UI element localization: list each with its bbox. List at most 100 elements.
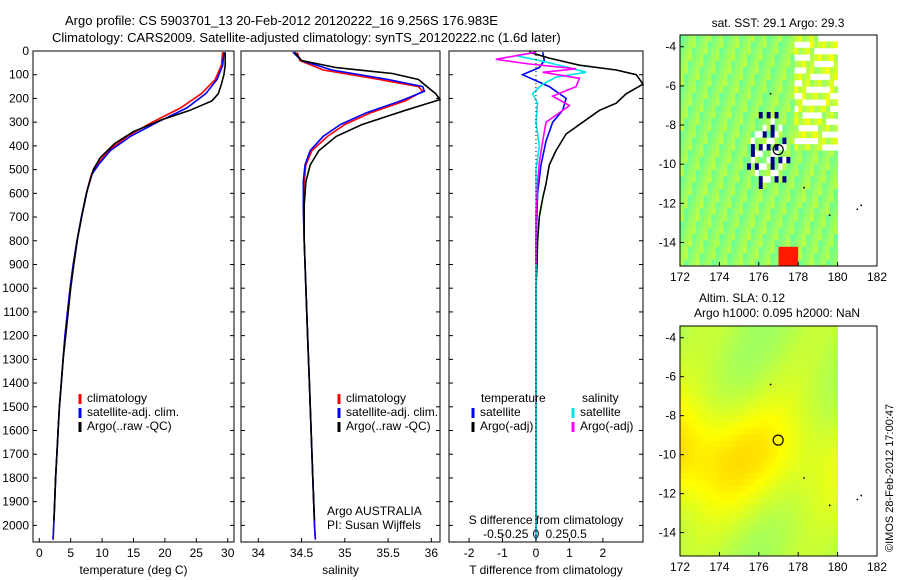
map-cell bbox=[727, 472, 732, 480]
map-cell bbox=[715, 47, 720, 55]
map-cell bbox=[727, 176, 732, 183]
map-cell bbox=[833, 421, 838, 429]
map-cell bbox=[794, 144, 799, 151]
map-cell bbox=[699, 428, 704, 435]
map-cell bbox=[723, 124, 728, 132]
map-cell bbox=[680, 332, 685, 340]
map-cell bbox=[786, 326, 791, 333]
figure-title-line2: Climatology: CARS2009. Satellite-adjuste… bbox=[52, 30, 561, 45]
map-cell bbox=[829, 524, 834, 531]
map-cell bbox=[695, 441, 701, 448]
map-cell bbox=[743, 396, 748, 404]
map-cell bbox=[739, 201, 744, 209]
map-cell bbox=[680, 208, 685, 216]
map-cell bbox=[786, 460, 791, 467]
map-cell bbox=[770, 259, 775, 267]
map-cell bbox=[833, 345, 838, 352]
map-cell bbox=[817, 54, 823, 62]
map-cell bbox=[703, 92, 708, 100]
map-cell bbox=[786, 530, 791, 538]
map-cell bbox=[683, 326, 689, 333]
map-cell bbox=[731, 466, 736, 474]
map-cell bbox=[711, 383, 716, 391]
map-cell bbox=[817, 176, 823, 183]
series-line-differences-0 bbox=[520, 52, 568, 540]
map-cell bbox=[833, 99, 838, 106]
map-cell bbox=[798, 195, 803, 203]
map-cell bbox=[719, 377, 724, 384]
map-cell bbox=[790, 214, 795, 222]
map-cell bbox=[802, 47, 807, 55]
map-cell bbox=[711, 60, 716, 68]
map-cell bbox=[691, 370, 697, 378]
map-cell bbox=[774, 370, 779, 378]
map-cell bbox=[774, 409, 779, 416]
map-cell bbox=[735, 549, 740, 557]
map-cell bbox=[782, 246, 787, 254]
map-cell bbox=[739, 137, 744, 145]
map-cell bbox=[758, 144, 764, 151]
map-cell bbox=[707, 364, 712, 372]
map-cell bbox=[739, 176, 744, 183]
map-cell bbox=[762, 144, 767, 151]
map-cell bbox=[703, 517, 708, 525]
map-cell bbox=[691, 428, 697, 435]
map-cell bbox=[825, 364, 831, 372]
map-cell bbox=[739, 169, 744, 177]
map-cell bbox=[766, 472, 771, 480]
map-cell bbox=[683, 150, 689, 158]
map-cell bbox=[802, 421, 807, 429]
map-cell bbox=[825, 92, 831, 100]
map-cell bbox=[782, 227, 787, 235]
map-cell bbox=[786, 233, 791, 241]
map-cell bbox=[691, 472, 697, 480]
map-cell bbox=[829, 517, 834, 525]
map-cell bbox=[731, 517, 736, 525]
map-cell bbox=[723, 60, 728, 68]
map-cell bbox=[739, 357, 744, 365]
map-cell bbox=[817, 472, 823, 480]
map-cell bbox=[762, 504, 767, 512]
map-cell bbox=[802, 144, 807, 151]
map-cell bbox=[810, 492, 815, 499]
map-cell bbox=[833, 86, 838, 94]
map-cell bbox=[719, 479, 724, 487]
map-cell bbox=[735, 35, 740, 42]
map-cell bbox=[766, 79, 771, 87]
map-cell bbox=[695, 396, 701, 404]
map-cell bbox=[699, 240, 704, 248]
map-cell bbox=[786, 332, 791, 340]
map-cell bbox=[782, 351, 787, 359]
map-cell bbox=[750, 253, 756, 260]
map-cell bbox=[774, 79, 779, 87]
map-cell bbox=[739, 389, 744, 397]
map-cell bbox=[735, 511, 740, 519]
map-cell bbox=[743, 73, 748, 81]
map-cell bbox=[735, 396, 740, 404]
map-cell bbox=[802, 86, 807, 94]
map-cell bbox=[821, 421, 827, 429]
map-cell bbox=[680, 41, 685, 49]
map-cell bbox=[747, 364, 752, 372]
map-cell bbox=[821, 233, 827, 241]
map-cell bbox=[743, 201, 748, 209]
map-cell bbox=[817, 79, 823, 87]
map-cell bbox=[703, 492, 708, 499]
map-cell bbox=[731, 131, 736, 139]
map-cell bbox=[798, 421, 803, 429]
map-cell bbox=[798, 214, 803, 222]
map-cell bbox=[711, 530, 716, 538]
map-cell bbox=[727, 409, 732, 416]
map-cell bbox=[829, 169, 834, 177]
map-cell bbox=[750, 169, 756, 177]
map-cell bbox=[711, 351, 716, 359]
map-cell bbox=[798, 415, 803, 423]
map-cell bbox=[766, 377, 771, 384]
map-cell bbox=[739, 524, 744, 531]
map-cell bbox=[735, 176, 740, 183]
series-line-differences-1 bbox=[529, 51, 645, 526]
map-cell bbox=[833, 543, 838, 550]
map-cell bbox=[703, 460, 708, 467]
map-cell bbox=[810, 79, 815, 87]
map-cell bbox=[691, 351, 697, 359]
